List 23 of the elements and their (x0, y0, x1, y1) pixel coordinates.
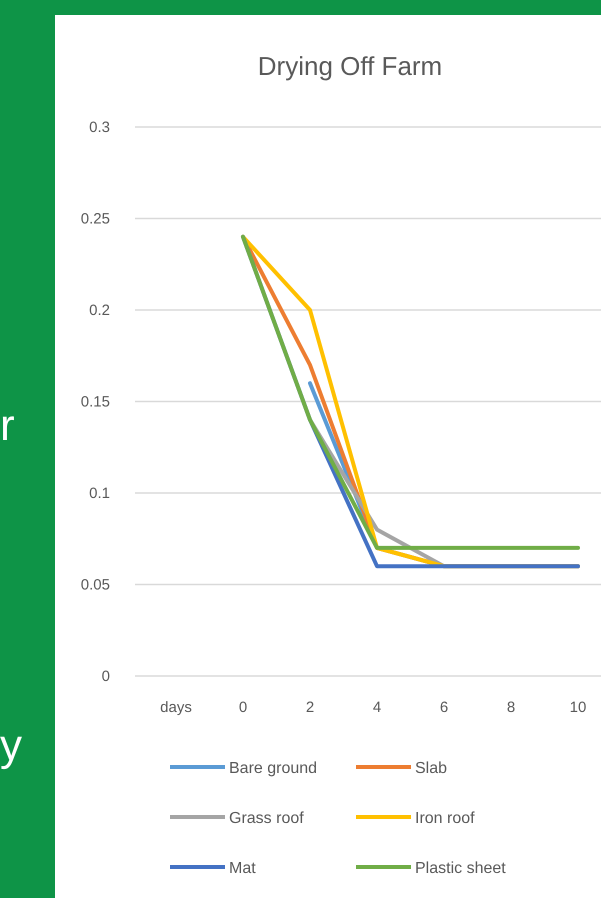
x-tick-label: 8 (506, 699, 516, 716)
x-tick-label: 4 (372, 699, 382, 716)
x-tick-label: 10 (570, 699, 586, 716)
y-tick-label: 0.15 (80, 394, 110, 410)
y-tick-label: 0 (102, 668, 110, 685)
legend-label: Bare ground (229, 760, 318, 777)
x-tick-label: 2 (306, 699, 314, 716)
y-tick-label: 0.05 (80, 576, 110, 594)
text: y (0, 721, 22, 770)
x-tick-label: days (160, 699, 192, 716)
text: r (0, 401, 15, 450)
x-tick-label: 0 (238, 699, 248, 716)
x-tick-label: 6 (440, 699, 448, 716)
y-tick-label: 0.2 (89, 302, 110, 319)
y-tick-label: 0.25 (80, 210, 110, 228)
y-tick-label: 0.3 (89, 119, 110, 136)
legend-label: Mat (229, 860, 256, 877)
chart-title: Drying Off Farm (258, 51, 442, 81)
y-tick-label: 0.1 (89, 485, 110, 502)
legend-label: Iron roof (415, 810, 476, 827)
legend-label: Slab (415, 760, 448, 777)
legend-label: Grass roof (229, 810, 304, 827)
legend-label: Plastic sheet (415, 860, 506, 877)
